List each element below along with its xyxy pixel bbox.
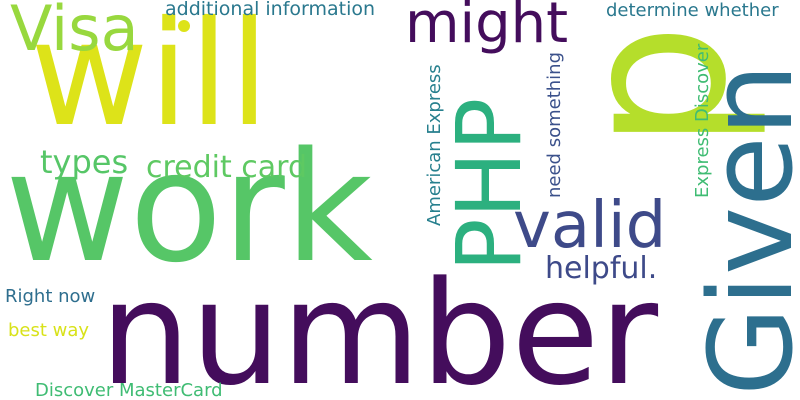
word-might: might <box>405 0 569 56</box>
word-right-now: Right now <box>5 286 96 307</box>
word-visa: Visa <box>10 0 139 65</box>
dot <box>178 20 190 32</box>
word-american-express: American Express <box>424 64 445 226</box>
word-number: number <box>100 250 659 400</box>
word-credit-card: credit card <box>146 150 308 185</box>
word-express-discover: Express Discover <box>692 43 713 198</box>
word-will: will <box>30 0 270 159</box>
word-discover-mastercard: Discover MasterCard <box>35 380 223 400</box>
word-types: types <box>40 143 129 181</box>
word-best-way: best way <box>8 320 90 341</box>
word-helpful: helpful. <box>545 251 658 286</box>
word-valid: valid <box>513 189 667 263</box>
word-determine-whether: determine whether <box>606 0 779 21</box>
word-additional-information: additional information <box>165 0 376 20</box>
word-work: work <box>5 119 373 296</box>
word-need-something: need something <box>544 51 565 198</box>
